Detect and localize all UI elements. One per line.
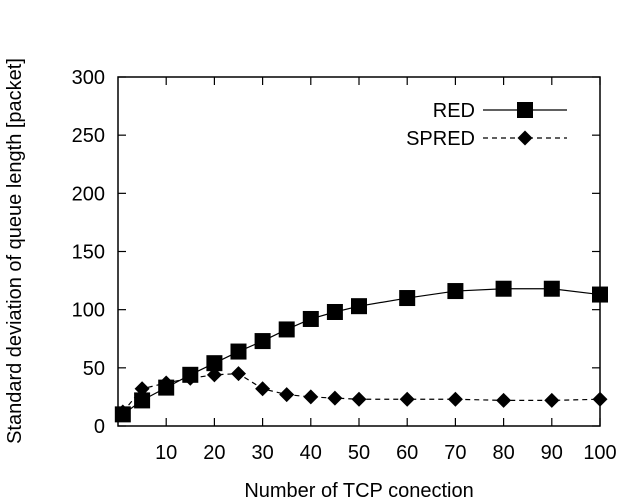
spred-point xyxy=(496,392,512,408)
x-tick-label: 20 xyxy=(203,442,225,464)
y-tick-label: 250 xyxy=(72,125,105,147)
spred-point xyxy=(115,404,131,420)
spred-point xyxy=(447,391,463,407)
red-point xyxy=(302,310,319,327)
legend: RED SPRED xyxy=(406,100,567,150)
red-point xyxy=(543,280,560,297)
spred-point xyxy=(134,381,150,397)
red-series xyxy=(114,280,608,423)
spred-point xyxy=(303,389,319,405)
spred-point xyxy=(158,375,174,391)
red-point xyxy=(326,303,343,320)
legend-label-red: RED xyxy=(433,100,475,122)
x-tick-label: 70 xyxy=(444,442,466,464)
spred-point xyxy=(544,392,560,408)
legend-label-spred: SPRED xyxy=(406,128,475,150)
x-tick-label: 80 xyxy=(492,442,514,464)
y-tick-label: 200 xyxy=(72,183,105,205)
red-point xyxy=(230,343,247,360)
spred-point xyxy=(255,381,271,397)
legend-marker-red xyxy=(517,102,533,118)
spred-point xyxy=(206,367,222,383)
x-axis-title: Number of TCP conection xyxy=(244,480,473,502)
y-tick-label: 150 xyxy=(72,242,105,264)
x-tick-label: 40 xyxy=(300,442,322,464)
red-point xyxy=(351,298,367,315)
red-point xyxy=(134,392,151,409)
y-tick-label: 300 xyxy=(72,67,105,89)
red-point xyxy=(206,355,223,372)
axis-ticks: 10 20 30 40 50 60 70 80 90 100 0 50 100 150 200 250 300 xyxy=(72,67,617,464)
x-tick-label: 10 xyxy=(155,442,177,464)
spred-point xyxy=(231,366,246,382)
red-point xyxy=(278,321,295,338)
red-point xyxy=(254,333,271,350)
y-tick-label: 100 xyxy=(72,300,105,322)
x-tick-label: 100 xyxy=(583,442,616,464)
y-axis-title: Standard deviation of queue length [pack… xyxy=(4,58,26,444)
x-tick-label: 60 xyxy=(396,442,418,464)
red-point xyxy=(592,286,608,303)
spred-line xyxy=(122,373,601,413)
red-point xyxy=(399,290,416,307)
x-tick-label: 90 xyxy=(541,442,563,464)
y-tick-label: 50 xyxy=(83,358,105,380)
spred-point xyxy=(182,370,198,386)
spred-point xyxy=(327,390,343,406)
legend-marker-spred xyxy=(517,130,533,146)
spred-series xyxy=(115,366,608,420)
x-tick-label: 30 xyxy=(251,442,273,464)
y-tick-label: 0 xyxy=(94,416,105,438)
red-point xyxy=(495,280,512,297)
series-layer xyxy=(114,280,608,423)
spred-point xyxy=(592,391,608,407)
x-tick-label: 50 xyxy=(348,442,370,464)
spred-point xyxy=(279,387,295,403)
spred-point xyxy=(399,391,415,407)
red-point xyxy=(447,283,464,300)
spred-point xyxy=(351,391,367,407)
